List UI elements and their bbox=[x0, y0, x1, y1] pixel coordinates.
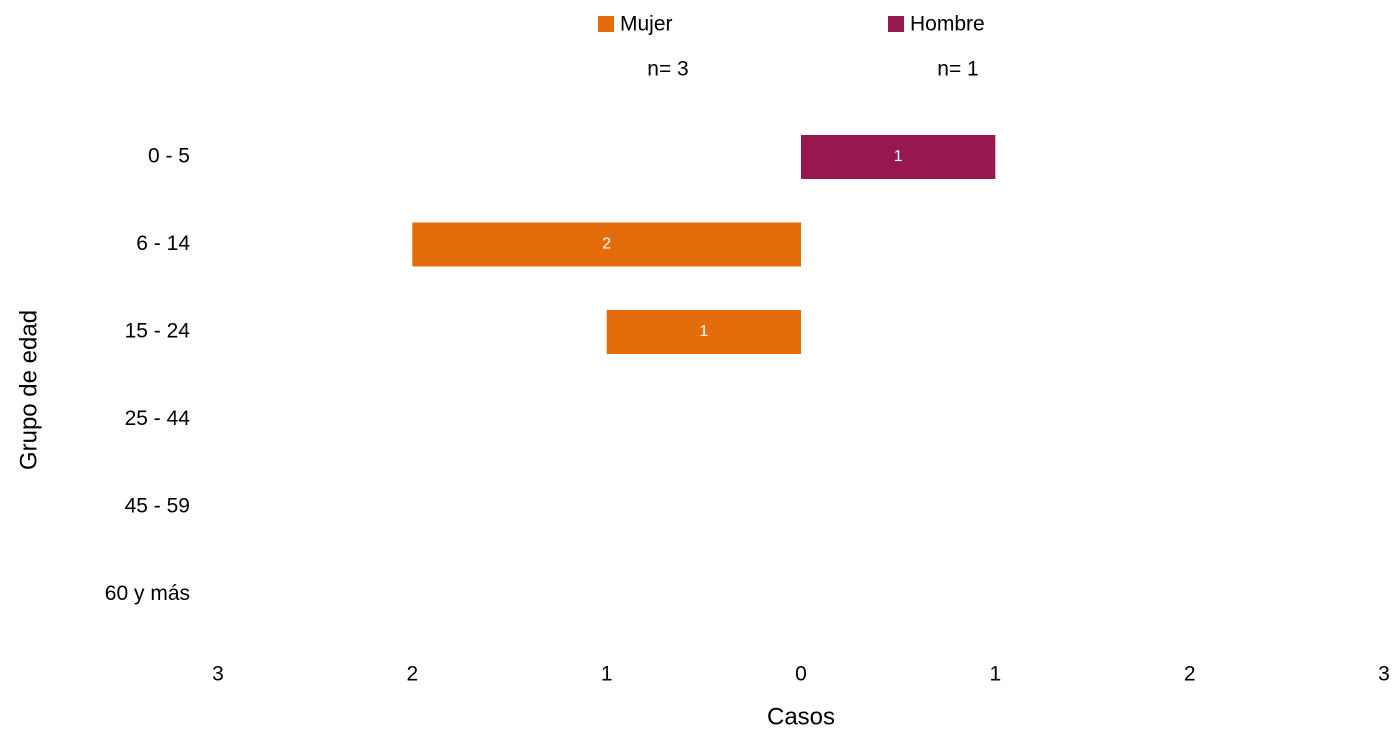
y-tick-label: 45 - 59 bbox=[125, 495, 190, 518]
x-tick-label: 2 bbox=[406, 663, 418, 686]
bar bbox=[412, 222, 801, 267]
y-tick-label: 25 - 44 bbox=[125, 407, 191, 430]
legend-label: Mujer bbox=[620, 13, 673, 36]
x-tick-label: 2 bbox=[1184, 663, 1196, 686]
data-label: 1 bbox=[894, 148, 903, 165]
legend-note: n= 1 bbox=[937, 58, 978, 81]
y-tick-label: 0 - 5 bbox=[148, 145, 190, 168]
y-tick-label: 60 y más bbox=[105, 582, 190, 605]
x-tick-label: 1 bbox=[601, 663, 613, 686]
legend-swatch bbox=[888, 16, 904, 32]
x-tick-label: 1 bbox=[989, 663, 1001, 686]
x-tick-label: 3 bbox=[1378, 663, 1390, 686]
data-label: 2 bbox=[602, 236, 611, 253]
x-tick-label: 3 bbox=[212, 663, 224, 686]
data-label: 1 bbox=[699, 323, 708, 340]
y-axis-label: Grupo de edad bbox=[15, 310, 42, 470]
bar bbox=[801, 135, 996, 179]
legend-swatch bbox=[598, 16, 614, 32]
legend-note: n= 3 bbox=[647, 58, 688, 81]
legend-label: Hombre bbox=[910, 13, 985, 36]
bar bbox=[606, 310, 801, 354]
x-axis-label: Casos bbox=[767, 703, 835, 730]
y-tick-label: 6 - 14 bbox=[136, 232, 190, 255]
y-tick-label: 15 - 24 bbox=[125, 320, 191, 343]
x-tick-label: 0 bbox=[795, 663, 807, 686]
